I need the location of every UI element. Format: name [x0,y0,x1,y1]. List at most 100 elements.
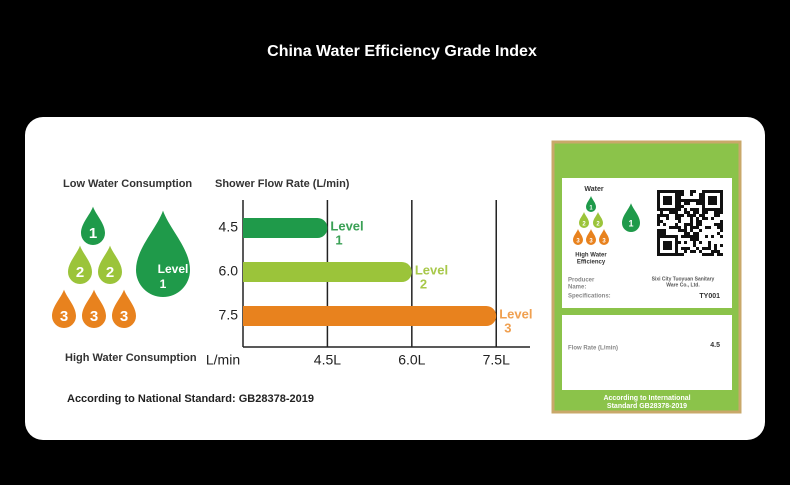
mini-drop [586,229,596,245]
qr-module [657,202,660,205]
qr-module [711,253,714,256]
qr-module [702,214,705,217]
qr-module [684,208,687,211]
qr-module [696,199,699,202]
qr-module [699,214,702,217]
label-text: According to International [603,395,690,402]
qr-module [666,208,669,211]
qr-module [711,190,714,193]
qr-module [684,202,687,205]
qr-module [690,190,693,193]
qr-module [675,211,678,214]
qr-module [693,232,696,235]
page-title: China Water Efficiency Grade Index [267,43,537,60]
qr-module [699,220,702,223]
qr-module [657,217,660,220]
mini-drop-number: 3 [602,239,606,245]
bar [243,306,497,326]
qr-module [657,190,660,193]
qr-module [720,196,723,199]
qr-module [693,190,696,193]
qr-module [663,196,666,199]
qr-module [681,193,684,196]
qr-module [675,190,678,193]
bar-label: 1 [335,232,342,247]
qr-module [720,253,723,256]
qr-module [717,232,720,235]
qr-module [702,196,705,199]
qr-module [693,235,696,238]
qr-module [657,250,660,253]
qr-module [663,241,666,244]
qr-module [657,193,660,196]
qr-module [696,232,699,235]
qr-module [663,202,666,205]
qr-module [717,253,720,256]
qr-module [681,235,684,238]
mini-drop [599,229,609,245]
qr-module [666,217,669,220]
qr-module [720,199,723,202]
qr-module [687,235,690,238]
qr-module [690,250,693,253]
label-text: Specifications: [568,294,611,300]
qr-module [657,244,660,247]
qr-module [711,235,714,238]
qr-module [660,214,663,217]
qr-module [696,223,699,226]
qr-module [693,238,696,241]
qr-module [681,253,684,256]
qr-module [699,199,702,202]
qr-module [657,232,660,235]
qr-module [702,211,705,214]
qr-module [720,223,723,226]
qr-module [684,241,687,244]
bar-label: 2 [420,276,427,291]
label-text: 1 [628,218,633,228]
big-drop-text: 1 [160,277,167,291]
label-text: Ware Co., Ltd. [666,282,700,288]
qr-module [687,202,690,205]
qr-module [687,214,690,217]
qr-module [720,220,723,223]
qr-module [708,208,711,211]
qr-module [696,226,699,229]
qr-module [705,235,708,238]
qr-module [720,193,723,196]
drop [52,289,76,328]
bar [243,262,412,282]
qr-module [711,250,714,253]
qr-module [672,208,675,211]
mini-drop [579,212,589,228]
qr-module [669,196,672,199]
qr-module [678,202,681,205]
qr-module [708,199,711,202]
qr-module [672,226,675,229]
qr-module [684,223,687,226]
qr-module [660,235,663,238]
qr-module [666,235,669,238]
bar [243,218,328,238]
qr-module [687,247,690,250]
qr-module [714,199,717,202]
drop-number: 1 [89,225,97,242]
qr-module [714,208,717,211]
qr-module [705,247,708,250]
mini-drop-number: 2 [582,222,586,228]
qr-module [696,220,699,223]
qr-module [699,202,702,205]
drop [112,289,136,328]
x-tick-label: 6.0L [398,352,425,368]
qr-module [663,235,666,238]
qr-module [708,253,711,256]
qr-module [657,229,660,232]
qr-module [711,217,714,220]
high-consumption: High Water Consumption [65,352,197,364]
label-text: Flow Rate (L/min) [568,346,618,352]
qr-module [717,226,720,229]
qr-module [675,253,678,256]
qr-module [666,253,669,256]
qr-code [657,190,723,256]
qr-module [702,205,705,208]
